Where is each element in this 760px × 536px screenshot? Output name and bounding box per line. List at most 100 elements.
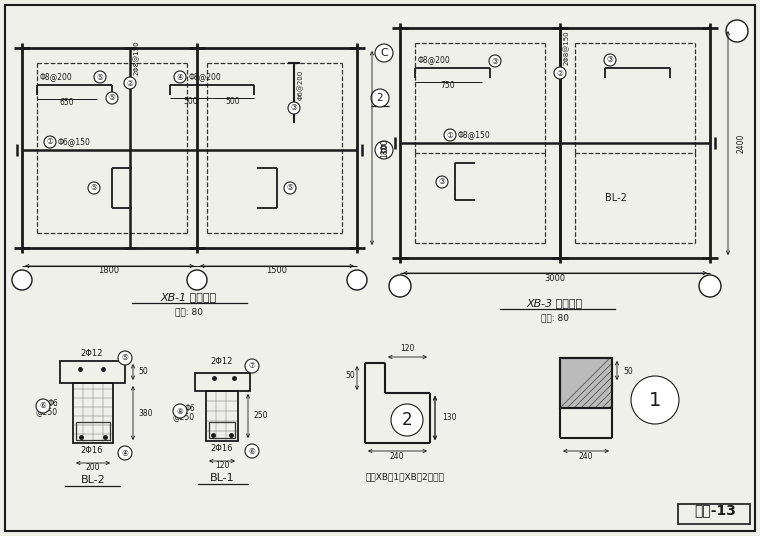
Bar (560, 358, 612, 408)
Text: BL-2: BL-2 (81, 475, 106, 485)
Circle shape (604, 54, 616, 66)
Text: ④: ④ (122, 449, 128, 458)
Text: 500: 500 (226, 97, 240, 106)
Circle shape (288, 102, 300, 114)
Text: ④: ④ (176, 72, 183, 81)
Text: ③: ③ (606, 56, 613, 64)
Text: ⑤: ⑤ (97, 72, 103, 81)
Text: 120: 120 (400, 344, 414, 353)
Circle shape (391, 404, 423, 436)
Text: ②: ② (556, 69, 563, 78)
Text: ⑥: ⑥ (40, 401, 46, 411)
Circle shape (371, 89, 389, 107)
Circle shape (436, 176, 448, 188)
Text: 2Φ16: 2Φ16 (81, 446, 103, 455)
Circle shape (699, 275, 721, 297)
Text: ①: ① (46, 138, 53, 146)
Bar (678, 504, 750, 524)
Bar (560, 358, 612, 408)
Text: 650: 650 (60, 98, 74, 107)
Text: ⑤: ⑤ (90, 183, 97, 192)
Text: Φ8@200: Φ8@200 (189, 72, 222, 81)
Circle shape (726, 20, 748, 42)
Circle shape (347, 270, 367, 290)
Text: 750: 750 (441, 81, 455, 90)
Circle shape (118, 351, 132, 365)
Circle shape (375, 141, 393, 159)
Text: BL-1: BL-1 (210, 473, 234, 483)
Circle shape (489, 55, 501, 67)
Circle shape (173, 404, 187, 418)
Text: 1: 1 (649, 391, 661, 410)
Text: 注：XB－1与XB－2板对称: 注：XB－1与XB－2板对称 (365, 472, 444, 481)
Text: 500: 500 (184, 97, 198, 106)
Text: Φ8@150: Φ8@150 (458, 130, 491, 139)
Circle shape (12, 270, 32, 290)
Text: ⑥: ⑥ (249, 446, 255, 456)
Text: Φ6@200: Φ6@200 (297, 70, 303, 100)
Text: B: B (380, 145, 388, 155)
Text: Φ6: Φ6 (47, 399, 58, 408)
Circle shape (94, 71, 106, 83)
Bar (73, 383, 113, 443)
Text: @250: @250 (173, 412, 195, 421)
Text: ⑤: ⑤ (122, 354, 128, 362)
Text: Φ6@150: Φ6@150 (58, 138, 91, 146)
Circle shape (444, 129, 456, 141)
Text: 1800: 1800 (99, 266, 119, 275)
Text: 2Φ8@150: 2Φ8@150 (133, 40, 140, 75)
Text: 200: 200 (86, 463, 100, 472)
Text: ③: ③ (290, 103, 297, 113)
Text: @250: @250 (36, 407, 58, 416)
Circle shape (36, 399, 50, 413)
Circle shape (554, 67, 566, 79)
Text: 240: 240 (390, 452, 404, 461)
Text: XB-1 板配筋图: XB-1 板配筋图 (161, 292, 217, 302)
Text: 2: 2 (402, 411, 413, 429)
Text: 2Φ12: 2Φ12 (211, 357, 233, 366)
Text: XB-3 板配筋图: XB-3 板配筋图 (527, 298, 583, 308)
Text: ⑤: ⑤ (287, 183, 293, 192)
Text: ⑧: ⑧ (176, 406, 183, 415)
Text: Φ6: Φ6 (184, 404, 195, 413)
Text: 1800: 1800 (380, 138, 389, 158)
Text: ③: ③ (492, 56, 499, 65)
Bar (76, 422, 110, 440)
Circle shape (124, 77, 136, 89)
Text: 2: 2 (377, 93, 383, 103)
Text: 2Φ12: 2Φ12 (81, 349, 103, 358)
Text: 130: 130 (442, 413, 457, 422)
Bar (206, 391, 238, 441)
Circle shape (187, 270, 207, 290)
Bar (195, 373, 250, 391)
Text: 结施-13: 结施-13 (694, 503, 736, 517)
Text: 240: 240 (579, 452, 594, 461)
Text: 250: 250 (254, 412, 268, 421)
Text: 2Φ16: 2Φ16 (211, 444, 233, 453)
Circle shape (245, 359, 259, 373)
Circle shape (174, 71, 186, 83)
Text: ②: ② (127, 78, 134, 87)
Circle shape (631, 376, 679, 424)
Text: 板厚: 80: 板厚: 80 (541, 313, 569, 322)
Circle shape (375, 44, 393, 62)
Text: BL-2: BL-2 (605, 193, 627, 203)
Text: 3000: 3000 (544, 274, 565, 283)
Text: 板厚: 80: 板厚: 80 (175, 307, 203, 316)
Text: 50: 50 (623, 367, 633, 376)
Text: 50: 50 (138, 368, 147, 376)
Text: 2Φ8@150: 2Φ8@150 (563, 31, 569, 65)
Circle shape (389, 275, 411, 297)
Bar (60, 361, 125, 383)
Circle shape (118, 446, 132, 460)
Text: Φ8@200: Φ8@200 (40, 72, 73, 81)
Text: Φ8@200: Φ8@200 (418, 56, 451, 64)
Text: ③: ③ (439, 177, 445, 187)
Bar (209, 422, 235, 438)
Circle shape (245, 444, 259, 458)
Text: C: C (380, 48, 388, 58)
Circle shape (284, 182, 296, 194)
Text: 50: 50 (345, 371, 355, 380)
Text: ⑤: ⑤ (109, 93, 116, 102)
Circle shape (88, 182, 100, 194)
